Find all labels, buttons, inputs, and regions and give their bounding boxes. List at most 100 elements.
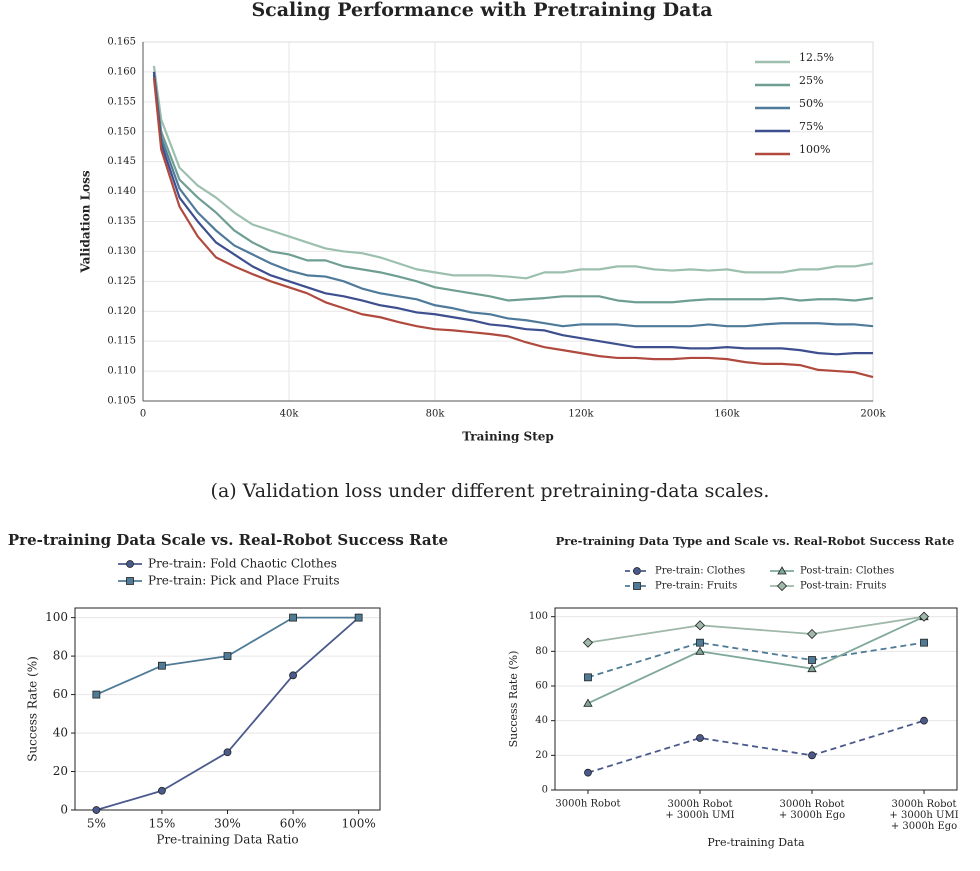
legend-label: 75% <box>799 120 823 133</box>
x-tick-label: 160k <box>714 409 740 420</box>
marker <box>126 577 134 585</box>
x-tick-label: 5% <box>87 817 106 831</box>
y-tick-label: 0.165 <box>107 37 136 48</box>
series-line <box>587 615 925 644</box>
marker <box>807 663 817 673</box>
y-axis-label: Success Rate (%) <box>26 656 40 762</box>
y-tick-label: 0.130 <box>107 246 136 257</box>
y-tick-label: 0.120 <box>107 306 136 317</box>
plot-frame <box>554 607 958 791</box>
series-line <box>587 719 925 774</box>
legend-label: Pre-train: Clothes <box>655 566 745 577</box>
x-tick-label: 3000h Robot + 3000h Ego <box>779 799 845 821</box>
x-axis-label: Training Step <box>462 430 554 444</box>
marker <box>696 638 704 647</box>
y-tick-label: 0.160 <box>107 66 136 77</box>
legend-label: Pre-train: Fruits <box>655 581 737 592</box>
marker <box>806 628 818 640</box>
legend-label: 25% <box>799 74 823 87</box>
marker <box>584 768 592 777</box>
series-line <box>152 74 874 328</box>
marker <box>633 582 641 590</box>
y-tick-label: 0.145 <box>107 156 136 167</box>
marker <box>696 734 704 742</box>
y-tick-label: 20 <box>535 750 548 761</box>
x-tick-label: 100% <box>341 817 375 831</box>
plot-frame <box>74 607 381 811</box>
y-tick-label: 0.115 <box>107 336 136 347</box>
series-line <box>152 65 874 280</box>
marker <box>808 656 816 664</box>
y-tick-label: 0.155 <box>107 96 136 107</box>
y-axis-label: Success Rate (%) <box>507 651 520 748</box>
x-tick-label: 60% <box>280 817 307 831</box>
marker <box>633 567 641 575</box>
x-tick-label: 30% <box>214 817 241 831</box>
marker <box>808 751 816 760</box>
x-tick-label: 3000h Robot + 3000h UMI <box>665 799 734 821</box>
y-tick-label: 40 <box>53 726 68 740</box>
series-line <box>152 77 874 379</box>
chart-title: Pre-training Data Type and Scale vs. Rea… <box>556 534 955 548</box>
y-tick-label: 0.110 <box>107 366 136 377</box>
marker <box>126 560 134 568</box>
marker <box>289 613 297 622</box>
marker <box>289 671 297 680</box>
marker <box>918 611 930 622</box>
x-tick-label: 15% <box>149 817 176 831</box>
x-axis-label: Pre-training Data Ratio <box>156 833 298 847</box>
y-tick-label: 100 <box>45 610 68 624</box>
y-tick-label: 0.135 <box>107 216 136 227</box>
x-tick-label: 40k <box>280 409 300 420</box>
y-tick-label: 0.125 <box>107 276 136 287</box>
y-tick-label: 80 <box>535 646 548 657</box>
marker <box>695 646 705 655</box>
legend-label: 12.5% <box>799 51 834 64</box>
marker <box>920 716 928 725</box>
legend-label: Pre-train: Pick and Place Fruits <box>148 574 340 588</box>
y-tick-label: 0.150 <box>107 126 136 137</box>
caption: (a) Validation loss under different pret… <box>211 480 770 502</box>
x-tick-label: 120k <box>568 409 594 420</box>
y-tick-label: 0.140 <box>107 186 136 197</box>
y-tick-label: 80 <box>53 649 68 663</box>
marker <box>584 673 592 682</box>
y-tick-label: 0 <box>60 803 68 817</box>
series-line <box>587 615 925 705</box>
series-line <box>152 71 873 356</box>
y-tick-label: 20 <box>53 764 68 778</box>
y-tick-label: 40 <box>535 715 548 726</box>
marker <box>223 748 232 757</box>
marker <box>776 580 788 592</box>
legend-label: Pre-train: Fold Chaotic Clothes <box>148 557 337 571</box>
x-tick-label: 3000h Robot <box>555 799 620 810</box>
legend-label: 50% <box>799 97 823 110</box>
marker <box>92 806 101 814</box>
series-line <box>587 641 925 679</box>
marker <box>920 638 928 647</box>
legend-label: Post-train: Fruits <box>800 581 886 592</box>
marker <box>582 637 594 648</box>
marker <box>223 652 232 660</box>
x-tick-label: 3000h Robot + 3000h UMI + 3000h Ego <box>889 799 958 832</box>
legend-label: Post-train: Clothes <box>800 566 894 577</box>
marker <box>354 613 363 622</box>
chart-title: Scaling Performance with Pretraining Dat… <box>251 0 712 21</box>
marker <box>158 661 166 670</box>
x-tick-label: 200k <box>860 409 886 420</box>
legend-label: 100% <box>799 143 830 156</box>
series-line <box>152 71 874 304</box>
x-axis-label: Pre-training Data <box>707 836 805 849</box>
marker <box>92 690 101 699</box>
x-tick-label: 80k <box>426 409 446 420</box>
marker <box>583 698 593 707</box>
x-tick-label: 0 <box>140 409 146 420</box>
y-tick-label: 60 <box>535 681 548 692</box>
series-line <box>96 616 360 811</box>
y-tick-label: 60 <box>53 687 68 701</box>
chart-title: Pre-training Data Scale vs. Real-Robot S… <box>8 531 448 549</box>
y-tick-label: 100 <box>529 611 548 622</box>
y-tick-label: 0 <box>542 785 548 796</box>
marker <box>777 566 787 575</box>
